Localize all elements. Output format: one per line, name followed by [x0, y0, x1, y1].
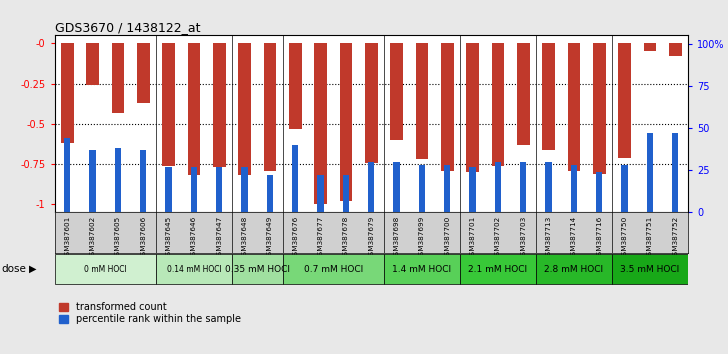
Bar	[672, 133, 678, 212]
Text: 0 mM HOCl: 0 mM HOCl	[84, 264, 127, 274]
Bar	[165, 167, 172, 212]
Bar	[292, 145, 298, 212]
Bar	[622, 165, 628, 212]
Bar	[365, 44, 378, 162]
Text: ▶: ▶	[29, 264, 36, 274]
Text: GSM387678: GSM387678	[343, 216, 349, 260]
Text: GDS3670 / 1438122_at: GDS3670 / 1438122_at	[55, 21, 200, 34]
Bar	[618, 44, 631, 158]
Text: GSM387645: GSM387645	[165, 216, 172, 260]
Bar	[289, 44, 301, 129]
Bar	[264, 44, 276, 171]
Bar	[162, 44, 175, 166]
Text: 0.14 mM HOCl: 0.14 mM HOCl	[167, 264, 221, 274]
Bar	[460, 254, 536, 284]
Bar	[87, 44, 99, 85]
Bar	[416, 44, 428, 159]
Text: GSM387699: GSM387699	[419, 216, 425, 260]
Text: GSM387676: GSM387676	[292, 216, 298, 260]
Bar	[64, 138, 71, 212]
Text: 2.1 mM HOCl: 2.1 mM HOCl	[468, 264, 528, 274]
Text: 0.7 mM HOCl: 0.7 mM HOCl	[304, 264, 363, 274]
Text: GSM387606: GSM387606	[141, 216, 146, 260]
Text: GSM387677: GSM387677	[317, 216, 324, 260]
Bar	[384, 254, 460, 284]
Bar	[314, 44, 327, 204]
Bar	[517, 44, 529, 145]
Text: 0.35 mM HOCl: 0.35 mM HOCl	[225, 264, 290, 274]
Text: GSM387698: GSM387698	[394, 216, 400, 260]
Text: GSM387649: GSM387649	[267, 216, 273, 260]
Legend: transformed count, percentile rank within the sample: transformed count, percentile rank withi…	[60, 302, 241, 324]
Bar	[242, 167, 248, 212]
Bar	[115, 148, 121, 212]
Bar	[444, 165, 451, 212]
Text: 3.5 mM HOCl: 3.5 mM HOCl	[620, 264, 679, 274]
Bar	[542, 44, 555, 150]
Text: GSM387713: GSM387713	[545, 216, 552, 260]
Text: GSM387750: GSM387750	[622, 216, 628, 260]
Bar	[520, 162, 526, 212]
Text: GSM387714: GSM387714	[571, 216, 577, 260]
Text: GSM387602: GSM387602	[90, 216, 95, 260]
Bar	[568, 44, 580, 171]
Text: GSM387646: GSM387646	[191, 216, 197, 260]
Bar	[491, 44, 505, 166]
Bar	[368, 162, 374, 212]
Bar	[466, 44, 479, 172]
Text: GSM387679: GSM387679	[368, 216, 374, 260]
Bar	[55, 254, 156, 284]
Bar	[644, 44, 657, 51]
Text: GSM387648: GSM387648	[242, 216, 248, 260]
Bar	[140, 150, 146, 212]
Bar	[343, 175, 349, 212]
Bar	[571, 165, 577, 212]
Bar	[238, 44, 251, 175]
Bar	[213, 44, 226, 167]
Bar	[188, 44, 200, 175]
Bar	[596, 172, 603, 212]
Text: GSM387647: GSM387647	[216, 216, 222, 260]
Bar	[266, 175, 273, 212]
Text: GSM387751: GSM387751	[647, 216, 653, 260]
Text: 2.8 mM HOCl: 2.8 mM HOCl	[545, 264, 604, 274]
Text: GSM387702: GSM387702	[495, 216, 501, 260]
Bar	[536, 254, 612, 284]
Bar	[545, 162, 552, 212]
Text: GSM387701: GSM387701	[470, 216, 475, 260]
Bar	[593, 44, 606, 174]
Bar	[669, 44, 681, 56]
Bar	[90, 150, 96, 212]
Bar	[61, 44, 74, 143]
Bar	[419, 165, 425, 212]
Text: GSM387703: GSM387703	[521, 216, 526, 260]
Bar	[393, 162, 400, 212]
Text: dose: dose	[1, 264, 26, 274]
Text: GSM387601: GSM387601	[64, 216, 71, 260]
Text: GSM387716: GSM387716	[596, 216, 602, 260]
Text: GSM387752: GSM387752	[672, 216, 678, 260]
Bar	[646, 133, 653, 212]
Text: GSM387700: GSM387700	[444, 216, 451, 260]
Bar	[137, 44, 150, 103]
Bar	[111, 44, 124, 113]
Bar	[156, 254, 232, 284]
Text: GSM387605: GSM387605	[115, 216, 121, 260]
Bar	[232, 254, 282, 284]
Bar	[470, 167, 476, 212]
Bar	[339, 44, 352, 201]
Bar	[317, 175, 324, 212]
Bar	[441, 44, 454, 171]
Bar	[191, 167, 197, 212]
Bar	[216, 167, 223, 212]
Bar	[612, 254, 688, 284]
Bar	[390, 44, 403, 140]
Bar	[282, 254, 384, 284]
Text: 1.4 mM HOCl: 1.4 mM HOCl	[392, 264, 451, 274]
Bar	[495, 162, 501, 212]
